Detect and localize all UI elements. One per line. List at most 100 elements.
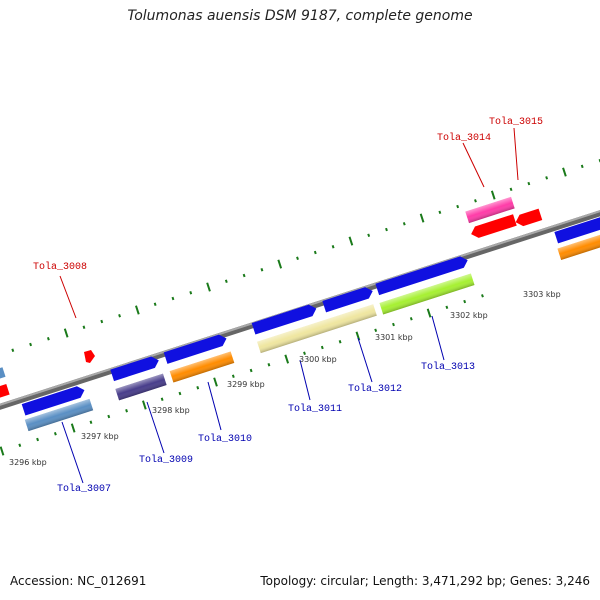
minor-tick: [409, 317, 413, 321]
major-tick: [277, 259, 283, 269]
major-tick: [355, 331, 361, 341]
minor-tick: [11, 348, 15, 352]
minor-tick: [320, 345, 324, 350]
colored-gene-track: [24, 232, 600, 432]
reverse-gene-arrow: [0, 384, 10, 401]
minor-tick: [260, 268, 264, 272]
kbp-label: 3297 kbp: [81, 432, 119, 441]
minor-tick: [445, 305, 449, 310]
outer-tick-row: [11, 159, 600, 352]
major-tick: [284, 354, 290, 364]
kbp-label: 3302 kbp: [450, 311, 488, 320]
minor-tick: [36, 437, 40, 442]
label-tola-3012: Tola_3012: [348, 383, 402, 395]
minor-tick: [171, 296, 175, 301]
minor-tick: [53, 432, 57, 436]
reverse-gene-arrow-tola-3014: [471, 214, 517, 238]
label-tola-3014: Tola_3014: [437, 132, 491, 144]
forward-gene-arrow: [375, 256, 468, 296]
forward-gene-arrow: [21, 386, 85, 416]
major-tick: [213, 377, 218, 387]
minor-tick: [242, 273, 246, 278]
reverse-gene-track: [0, 196, 543, 401]
major-tick: [70, 423, 76, 433]
callout-lines: [59, 127, 519, 484]
major-tick: [490, 190, 496, 200]
minor-tick: [82, 325, 86, 329]
minor-tick: [303, 351, 306, 356]
minor-tick: [527, 181, 531, 186]
minor-tick: [196, 386, 200, 390]
reverse-gene-arrow-tola-3015: [515, 208, 543, 227]
minor-tick: [402, 222, 406, 226]
minor-tick: [481, 294, 484, 298]
minor-tick: [296, 256, 299, 261]
label-tola-3010: Tola_3010: [198, 433, 252, 445]
forward-gene-arrow: [251, 304, 317, 335]
minor-tick: [438, 210, 442, 215]
inner-tick-row: [0, 294, 484, 456]
minor-tick: [474, 199, 477, 203]
minor-tick: [231, 374, 235, 379]
minor-tick: [392, 322, 395, 327]
minor-tick: [374, 328, 378, 333]
major-tick: [419, 213, 425, 223]
minor-tick: [267, 363, 271, 367]
major-tick: [135, 305, 140, 315]
forward-gene-arrow: [110, 356, 159, 382]
minor-tick: [463, 299, 467, 304]
kbp-label: 3303 kbp: [523, 290, 561, 299]
minor-tick: [385, 227, 388, 232]
minor-tick: [29, 342, 33, 347]
minor-tick: [118, 314, 121, 318]
major-tick: [63, 328, 69, 338]
major-tick: [0, 446, 5, 456]
major-tick: [426, 308, 432, 318]
forward-gene-arrow: [554, 215, 600, 244]
major-tick: [348, 236, 354, 246]
minor-tick: [189, 291, 193, 295]
reverse-gene-arrow-tola-3008: [84, 350, 95, 363]
edge-gene-bar: [0, 367, 6, 382]
label-tola-3013: Tola_3013: [421, 361, 475, 373]
label-tola-3007: Tola_3007: [57, 483, 111, 495]
forward-gene-arrow: [163, 334, 227, 364]
map-title: Tolumonas auensis DSM 9187, complete gen…: [127, 8, 473, 24]
minor-tick: [313, 250, 317, 255]
minor-tick: [367, 233, 371, 238]
gene-labels: Tola_3007 Tola_3008 Tola_3009 Tola_3010 …: [33, 116, 543, 495]
label-tola-3015: Tola_3015: [489, 116, 543, 128]
kbp-label: 3301 kbp: [375, 333, 413, 342]
genome-stats-text: Topology: circular; Length: 3,471,292 bp…: [260, 574, 590, 588]
minor-tick: [338, 340, 342, 344]
kbp-label: 3299 kbp: [227, 380, 265, 389]
forward-gene-arrow: [322, 287, 373, 313]
kbp-label: 3300 kbp: [299, 355, 337, 364]
minor-tick: [89, 420, 93, 424]
minor-tick: [160, 397, 164, 402]
minor-tick: [545, 176, 549, 180]
minor-tick: [178, 391, 182, 396]
kbp-labels: 3296 kbp 3297 kbp 3298 kbp 3299 kbp 3300…: [9, 290, 561, 467]
kbp-label: 3296 kbp: [9, 458, 47, 467]
minor-tick: [456, 204, 460, 209]
accession-text: Accession: NC_012691: [10, 574, 147, 588]
label-tola-3009: Tola_3009: [139, 454, 193, 466]
minor-tick: [224, 279, 228, 284]
label-tola-3008: Tola_3008: [33, 261, 87, 273]
minor-tick: [107, 414, 111, 419]
major-tick: [562, 167, 567, 177]
minor-tick: [46, 337, 50, 341]
minor-tick: [509, 187, 513, 192]
minor-tick: [580, 164, 584, 169]
minor-tick: [249, 368, 253, 373]
label-tola-3011: Tola_3011: [288, 403, 342, 415]
minor-tick: [18, 443, 22, 447]
kbp-label: 3298 kbp: [152, 406, 190, 415]
minor-tick: [331, 245, 335, 249]
major-tick: [206, 282, 211, 292]
minor-tick: [153, 302, 157, 307]
major-tick: [142, 400, 147, 410]
minor-tick: [100, 319, 104, 324]
